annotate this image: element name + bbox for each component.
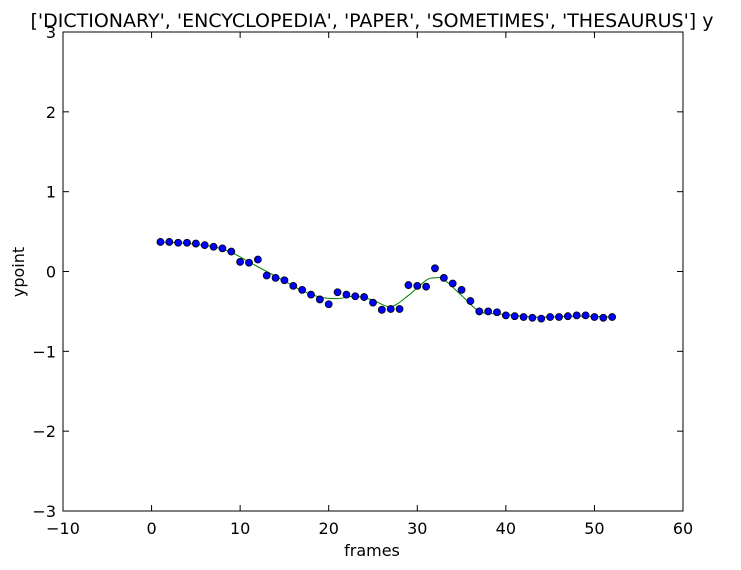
data-point bbox=[174, 238, 183, 247]
data-point bbox=[510, 312, 519, 321]
data-point bbox=[546, 313, 555, 321]
data-point bbox=[183, 238, 191, 247]
data-point bbox=[165, 238, 174, 246]
data-point bbox=[466, 297, 475, 305]
x-tick-label: 20 bbox=[319, 519, 339, 538]
data-point bbox=[262, 271, 271, 280]
data-point bbox=[218, 244, 227, 253]
x-tick-label: −10 bbox=[46, 519, 80, 538]
y-tick-label: −1 bbox=[32, 342, 56, 361]
x-axis-label: frames bbox=[344, 541, 400, 560]
data-point bbox=[298, 285, 307, 294]
data-point bbox=[537, 314, 546, 323]
data-point bbox=[236, 258, 245, 266]
data-point bbox=[307, 290, 315, 299]
data-point bbox=[351, 292, 360, 301]
data-point bbox=[369, 298, 377, 307]
x-tick-label: 30 bbox=[407, 519, 427, 538]
y-tick-label: −2 bbox=[32, 422, 56, 441]
x-tick-label: 10 bbox=[230, 519, 250, 538]
data-point bbox=[590, 313, 599, 321]
x-tick-label: 40 bbox=[496, 519, 516, 538]
data-point bbox=[377, 305, 386, 314]
data-point bbox=[156, 238, 165, 246]
data-point bbox=[386, 305, 395, 313]
x-tick-label: 60 bbox=[673, 519, 693, 538]
x-tick-label: 0 bbox=[146, 519, 156, 538]
data-point bbox=[431, 264, 439, 273]
x-tick-label: 50 bbox=[584, 519, 604, 538]
data-point bbox=[333, 288, 342, 297]
data-point bbox=[608, 313, 617, 321]
data-point bbox=[191, 239, 200, 248]
data-point bbox=[563, 312, 572, 321]
data-point bbox=[484, 307, 493, 316]
data-point bbox=[475, 307, 484, 316]
chart-title: ['DICTIONARY', 'ENCYCLOPEDIA', 'PAPER', … bbox=[30, 10, 713, 32]
data-point bbox=[395, 305, 404, 313]
y-axis-label: ypoint bbox=[9, 247, 28, 297]
plot-content bbox=[156, 238, 617, 323]
data-point bbox=[315, 295, 324, 304]
data-point bbox=[581, 311, 590, 320]
data-point bbox=[519, 313, 528, 321]
data-point bbox=[413, 281, 422, 290]
data-point bbox=[280, 276, 289, 285]
data-point bbox=[555, 313, 563, 321]
data-point bbox=[271, 273, 280, 282]
data-point bbox=[289, 281, 298, 290]
data-point bbox=[457, 285, 466, 294]
data-point bbox=[528, 313, 537, 322]
y-tick-label: 3 bbox=[46, 23, 56, 42]
data-point bbox=[245, 258, 253, 267]
data-point bbox=[439, 273, 448, 282]
data-point bbox=[572, 311, 581, 320]
data-point bbox=[360, 293, 369, 301]
y-tick-label: 0 bbox=[46, 263, 56, 282]
data-point bbox=[599, 313, 608, 322]
data-point bbox=[422, 282, 431, 291]
data-point bbox=[493, 308, 501, 317]
data-point bbox=[448, 279, 457, 288]
data-point bbox=[324, 300, 333, 309]
data-point bbox=[253, 255, 262, 264]
data-point bbox=[501, 311, 510, 320]
data-point bbox=[209, 242, 218, 251]
data-point bbox=[404, 281, 413, 289]
y-tick-label: 1 bbox=[46, 183, 56, 202]
plot-frame bbox=[62, 31, 684, 512]
data-point bbox=[200, 241, 209, 250]
y-tick-label: −3 bbox=[32, 502, 56, 521]
data-point bbox=[342, 290, 351, 299]
data-point bbox=[227, 247, 236, 256]
y-tick-label: 2 bbox=[46, 103, 56, 122]
